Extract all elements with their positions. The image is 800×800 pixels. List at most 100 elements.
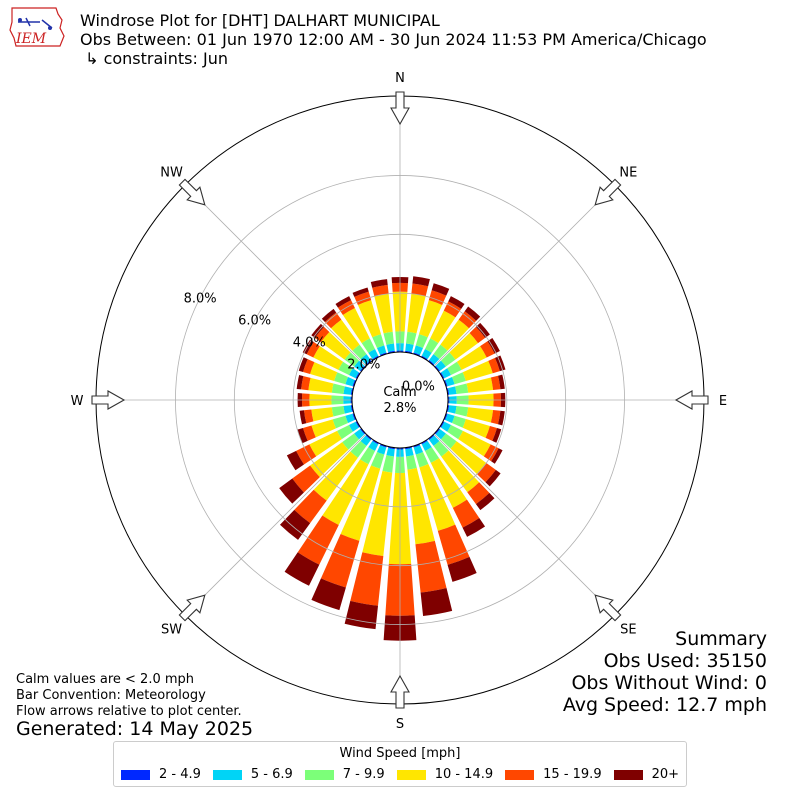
bar-dir-320-bin-1 <box>360 354 371 365</box>
bar-dir-120-bin-0 <box>439 421 445 428</box>
grid-spoke-135 <box>433 433 616 616</box>
bar-dir-110-bin-3 <box>462 419 490 438</box>
legend-label-0: 2 - 4.9 <box>158 767 201 782</box>
bar-dir-190-bin-5 <box>344 600 379 630</box>
bar-dir-80-bin-1 <box>448 386 457 395</box>
legend: Wind Speed [mph] 2 - 4.9 5 - 6.9 7 - 9.9 10… <box>113 741 687 787</box>
bar-dir-130-bin-4 <box>476 462 496 483</box>
summary-obs-without-wind: Obs Without Wind: 0 <box>571 672 767 694</box>
legend-item-0: 2 - 4.9 <box>120 767 201 782</box>
bar-dir-10-bin-4 <box>411 283 429 297</box>
bar-dir-130-bin-2 <box>440 433 457 449</box>
radial-tick-labels: 0.0% 2.0% 4.0% 6.0% 8.0% <box>184 291 435 394</box>
direction-arrow-315 <box>178 178 206 206</box>
bar-dir-260-bin-2 <box>331 406 345 417</box>
bar-dir-30-bin-0 <box>421 355 428 361</box>
bar-dir-240-bin-5 <box>286 450 304 471</box>
bar-dir-20-bin-1 <box>413 345 424 355</box>
bar-dir-290-bin-3 <box>310 362 338 381</box>
legend-swatch-2 <box>304 769 334 780</box>
bar-dir-10-bin-5 <box>412 276 430 287</box>
bar-dir-40-bin-1 <box>429 354 440 365</box>
bar-dir-140-bin-5 <box>475 492 495 511</box>
bar-dir-190-bin-1 <box>386 448 395 457</box>
bar-dir-300-bin-0 <box>355 372 361 379</box>
bar-dir-30-bin-2 <box>425 338 439 353</box>
bar-dir-320-bin-0 <box>365 360 372 366</box>
bar-dir-60-bin-4 <box>480 341 495 358</box>
summary-title: Summary <box>675 628 767 650</box>
windrose-bars <box>279 276 506 641</box>
bar-dir-300-bin-1 <box>348 368 359 379</box>
bar-dir-30-bin-5 <box>448 296 465 309</box>
bar-dir-130-bin-1 <box>435 429 446 440</box>
bar-dir-160-bin-3 <box>419 464 456 531</box>
legend-label-4: 15 - 19.9 <box>543 767 602 782</box>
bar-dir-290-bin-5 <box>298 357 308 373</box>
bar-dir-320-bin-3 <box>331 319 360 351</box>
bar-dir-310-bin-3 <box>320 332 351 360</box>
bar-dir-130-bin-3 <box>450 441 487 475</box>
radial-tick-0: 0.0% <box>402 380 435 395</box>
iem-logo: IEM <box>6 6 66 50</box>
direction-label-E: E <box>719 394 727 409</box>
bar-dir-20-bin-5 <box>431 283 450 296</box>
legend-swatch-0 <box>120 769 150 780</box>
bar-dir-260-bin-5 <box>299 410 307 425</box>
bar-dir-160-bin-4 <box>437 524 470 565</box>
direction-label-SW: SW <box>161 622 182 637</box>
bar-dir-190-bin-3 <box>362 470 393 556</box>
bar-dir-250-bin-4 <box>302 425 316 441</box>
bar-dir-100-bin-4 <box>490 409 501 425</box>
bar-dir-120-bin-3 <box>458 430 491 457</box>
bar-dir-170-bin-2 <box>406 455 417 470</box>
direction-arrow-90 <box>674 390 709 410</box>
legend-item-5: 20+ <box>613 767 679 782</box>
legend-item-4: 15 - 19.9 <box>505 767 602 782</box>
bar-dir-50-bin-0 <box>434 365 440 372</box>
bar-dir-230-bin-0 <box>360 428 366 435</box>
bar-dir-80-bin-5 <box>498 374 505 390</box>
calm-note: Calm values are < 2.0 mph <box>16 672 195 687</box>
bar-dir-310-bin-2 <box>344 352 360 367</box>
legend-item-1: 5 - 6.9 <box>212 767 293 782</box>
bar-dir-340-bin-1 <box>376 345 387 355</box>
bar-dir-300-bin-4 <box>306 342 320 358</box>
bar-dir-70-bin-1 <box>445 376 455 387</box>
bar-dir-160-bin-5 <box>447 556 477 582</box>
bar-dir-190-bin-4 <box>350 552 384 606</box>
bar-dir-170-bin-4 <box>415 540 447 593</box>
bar-dir-230-bin-1 <box>354 429 365 440</box>
legend-label-2: 7 - 9.9 <box>342 767 385 782</box>
bar-dir-240-bin-2 <box>337 425 353 440</box>
bar-dir-60-bin-3 <box>456 346 487 370</box>
bar-dir-260-bin-1 <box>343 405 352 414</box>
legend-label-3: 10 - 14.9 <box>434 767 494 782</box>
direction-label-SE: SE <box>620 622 636 637</box>
bar-dir-60-bin-1 <box>441 368 452 379</box>
bar-dir-50-bin-2 <box>440 352 456 367</box>
direction-label-NW: NW <box>160 166 183 181</box>
bar-dir-130-bin-0 <box>434 428 440 435</box>
bar-dir-80-bin-2 <box>455 383 469 394</box>
bar-dir-210-bin-1 <box>368 441 379 452</box>
direction-arrow-0 <box>390 91 410 126</box>
bar-dir-350-bin-5 <box>370 279 388 288</box>
direction-arrow-45 <box>594 178 622 206</box>
bar-dir-110-bin-2 <box>451 415 466 428</box>
bar-dir-280-bin-4 <box>301 376 311 391</box>
legend-title: Wind Speed [mph] <box>339 746 461 761</box>
bar-convention-note: Bar Convention: Meteorology <box>16 688 206 703</box>
bar-dir-50-bin-1 <box>435 360 446 371</box>
bar-dir-330-bin-5 <box>335 296 352 308</box>
bar-dir-200-bin-4 <box>320 534 360 588</box>
bar-dir-280-bin-3 <box>308 377 334 393</box>
bar-dir-290-bin-1 <box>345 376 355 387</box>
bar-dir-100-bin-5 <box>498 410 505 426</box>
bar-dir-310-bin-5 <box>311 323 325 338</box>
bar-dir-60-bin-5 <box>487 337 500 354</box>
bar-dir-280-bin-1 <box>343 386 352 395</box>
iem-logo-graphic: IEM <box>9 7 65 47</box>
bar-dir-120-bin-2 <box>447 425 463 440</box>
